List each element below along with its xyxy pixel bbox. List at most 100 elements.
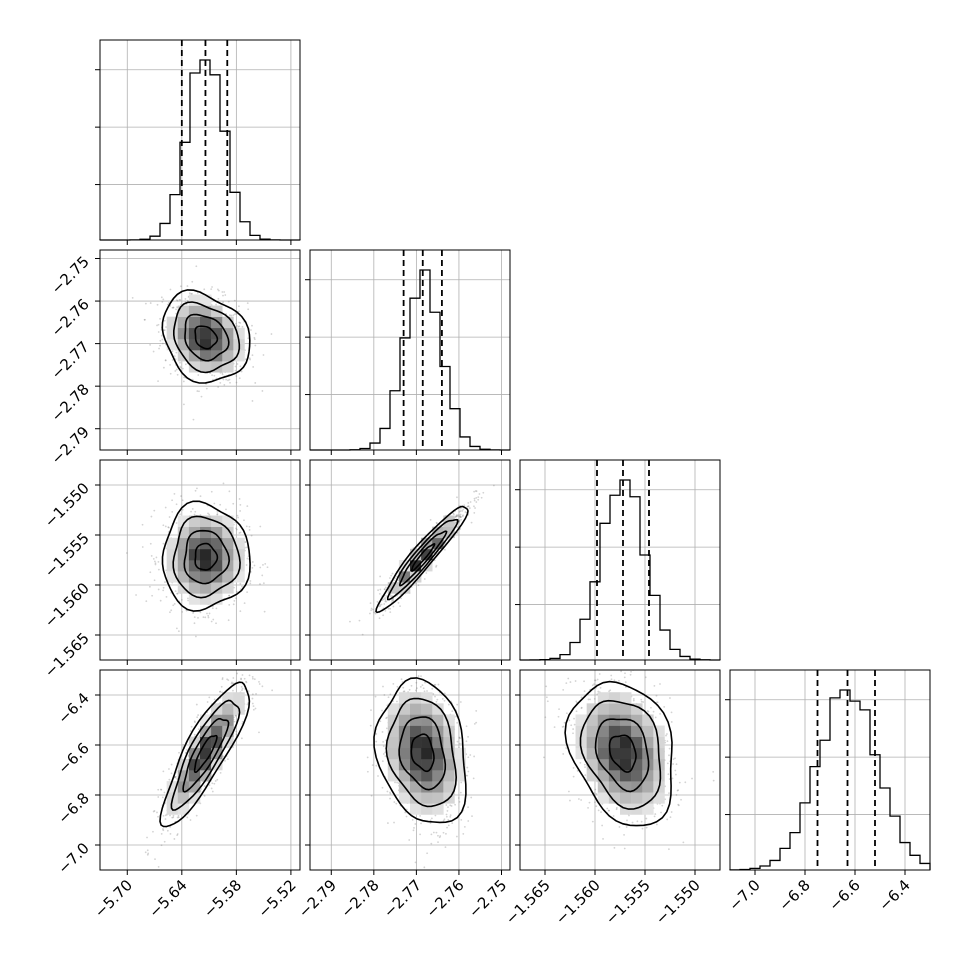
sample-point	[163, 319, 166, 322]
sample-point	[149, 302, 152, 304]
sample-point	[252, 708, 255, 711]
contour-line	[193, 734, 218, 773]
sample-point	[227, 619, 230, 622]
sample-point	[182, 380, 185, 383]
density-cell	[200, 571, 212, 583]
sample-point	[455, 515, 458, 517]
sample-point	[473, 722, 476, 725]
sample-point	[239, 582, 242, 585]
sample-point	[378, 605, 381, 608]
sample-point	[237, 310, 240, 313]
sample-point	[462, 514, 464, 517]
sample-point	[349, 620, 351, 623]
density-cell	[200, 560, 212, 572]
contour-line	[398, 716, 447, 791]
sample-point	[262, 564, 264, 566]
sample-point	[450, 805, 453, 807]
sample-point	[236, 672, 239, 675]
sample-point	[175, 522, 178, 524]
sample-point	[146, 849, 149, 852]
sample-point	[175, 308, 177, 311]
sample-point	[389, 611, 392, 614]
contour-line	[194, 542, 219, 571]
sample-point	[415, 681, 418, 684]
sample-point	[459, 516, 462, 519]
sample-point	[474, 490, 477, 492]
density-cell	[200, 294, 212, 306]
sample-point	[473, 497, 476, 500]
density-cell	[387, 770, 400, 782]
sample-point	[246, 505, 249, 507]
sample-point	[144, 318, 146, 321]
sample-point	[451, 710, 454, 713]
sample-point	[463, 504, 466, 507]
contour-line	[410, 733, 435, 773]
sample-point	[211, 790, 214, 793]
sample-point	[159, 599, 162, 602]
sample-point	[203, 794, 206, 797]
sample-point	[460, 518, 463, 521]
sample-point	[177, 816, 180, 819]
sample-point	[467, 806, 469, 809]
sample-point	[398, 648, 400, 650]
sample-point	[232, 677, 235, 679]
sample-point	[390, 645, 392, 647]
density-cell	[188, 770, 201, 782]
sample-point	[208, 784, 211, 786]
sample-point	[155, 556, 158, 559]
density-cell	[200, 714, 212, 726]
sample-point	[194, 721, 196, 724]
sample-point	[384, 610, 387, 612]
sample-point	[255, 693, 257, 695]
sample-point	[382, 745, 385, 748]
sample-point	[435, 564, 438, 567]
sample-point	[205, 387, 208, 390]
sample-point	[258, 683, 261, 685]
sample-point	[437, 841, 439, 844]
sample-point	[384, 599, 387, 601]
sample-point	[251, 354, 254, 357]
sample-point	[157, 865, 160, 868]
sample-point	[475, 490, 478, 493]
sample-point	[173, 603, 176, 605]
sample-point	[197, 728, 200, 731]
sample-point	[239, 531, 242, 534]
sample-point	[216, 513, 219, 515]
sample-point	[246, 546, 248, 549]
sample-point	[422, 687, 425, 690]
density-cell	[432, 537, 444, 550]
density-cell	[188, 338, 201, 351]
scatter-frame	[309, 459, 511, 661]
sample-point	[169, 826, 172, 828]
sample-point	[461, 509, 464, 512]
sample-point	[392, 599, 394, 602]
density-cell	[410, 548, 422, 561]
sample-point	[153, 560, 156, 563]
sample-point	[239, 503, 242, 506]
sample-point	[467, 770, 470, 773]
sample-point	[370, 607, 373, 610]
sample-point	[249, 358, 251, 361]
sample-point	[199, 611, 202, 614]
density-cell	[200, 526, 212, 539]
sample-point	[159, 317, 161, 320]
density-cell	[432, 781, 444, 793]
sample-point	[258, 731, 260, 734]
sample-point	[443, 699, 446, 702]
sample-point	[266, 566, 269, 569]
density-cell	[200, 338, 212, 351]
sample-point	[384, 600, 387, 603]
sample-point	[159, 339, 162, 342]
sample-point	[467, 820, 470, 822]
sample-point	[595, 792, 598, 795]
sample-point	[254, 382, 257, 384]
sample-point	[231, 681, 233, 684]
sample-point	[245, 564, 248, 566]
sample-point	[379, 720, 382, 723]
sample-point	[379, 575, 382, 578]
sample-point	[176, 816, 179, 819]
sample-point	[172, 306, 175, 309]
scatter-panel-4-1	[95, 669, 301, 875]
sample-point	[141, 523, 144, 526]
sample-point	[157, 588, 160, 591]
